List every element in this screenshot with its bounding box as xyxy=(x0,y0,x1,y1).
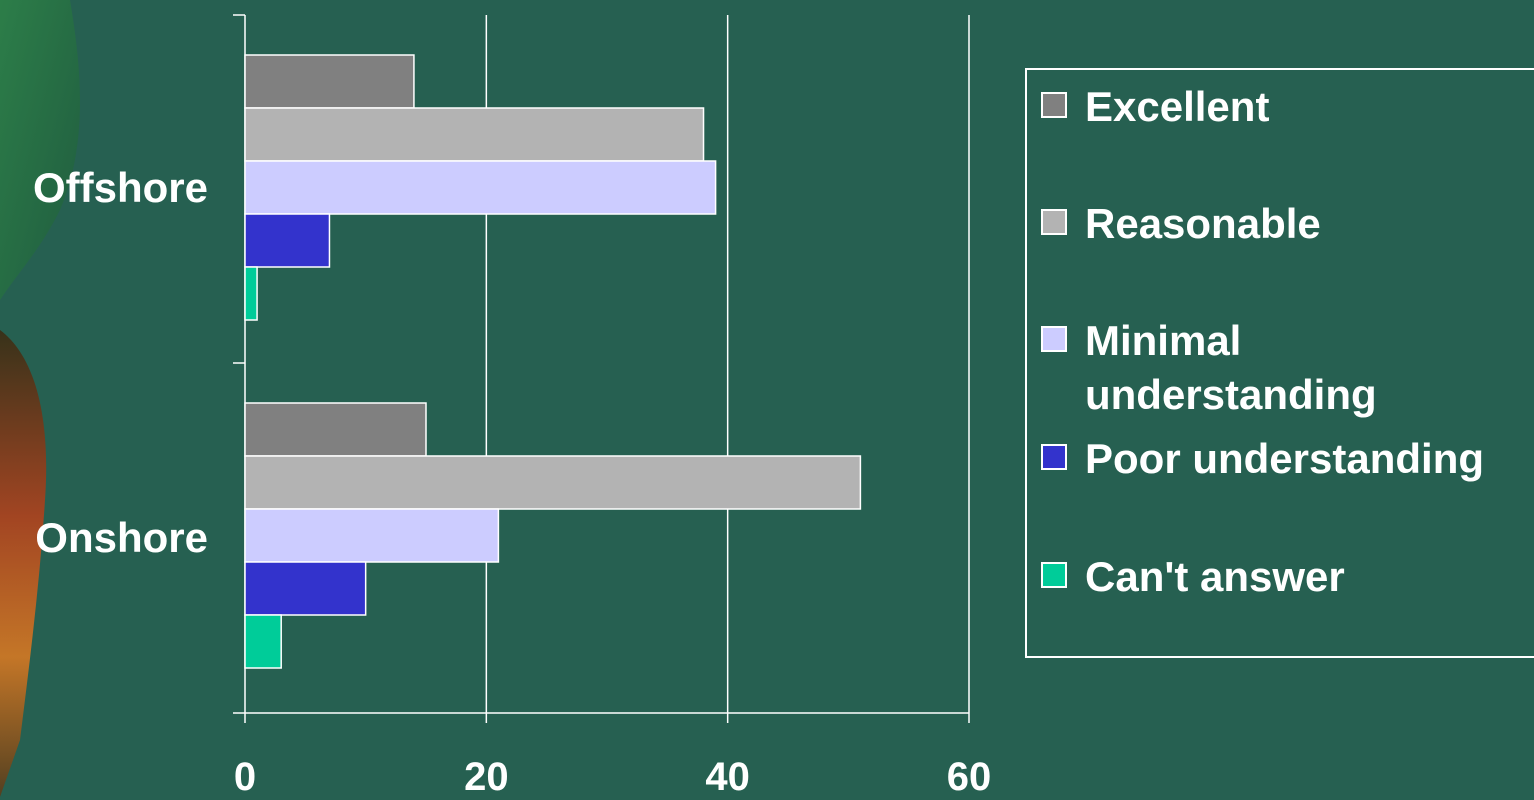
bar-onshore-poor-understanding xyxy=(244,561,367,616)
legend-label-minimal-understanding: Minimal understanding xyxy=(1085,317,1377,418)
legend-label-excellent: Excellent xyxy=(1085,83,1270,130)
decorative-background-art xyxy=(0,0,80,797)
category-label-offshore: Offshore xyxy=(32,164,208,211)
x-tick-label-60: 60 xyxy=(946,755,992,799)
chart-legend: Excellent Reasonable Minimal understanding… xyxy=(1025,68,1534,658)
bar-offshore-minimal-understanding xyxy=(244,160,717,215)
bar-offshore-reasonable xyxy=(244,107,705,162)
legend-label-can-t-answer: Can't answer xyxy=(1085,553,1345,600)
bar-offshore-excellent xyxy=(244,54,415,109)
legend-label-reasonable: Reasonable xyxy=(1085,200,1321,247)
bar-onshore-can-t-answer xyxy=(244,614,282,669)
legend-swatch-minimal-understanding xyxy=(1041,326,1067,352)
bar-offshore-poor-understanding xyxy=(244,213,331,268)
x-tick-label-20: 20 xyxy=(464,755,509,799)
legend-swatch-excellent xyxy=(1041,92,1067,118)
bar-onshore-reasonable xyxy=(244,455,862,510)
x-tick-label-0: 0 xyxy=(233,755,257,799)
bar-onshore-minimal-understanding xyxy=(244,508,500,563)
category-label-onshore: Onshore xyxy=(35,514,208,561)
legend-swatch-reasonable xyxy=(1041,209,1067,235)
x-tick-label-40: 40 xyxy=(705,755,750,799)
legend-swatch-poor-understanding xyxy=(1041,444,1067,470)
legend-swatch-can-t-answer xyxy=(1041,562,1067,588)
bar-offshore-can-t-answer xyxy=(244,266,258,321)
legend-label-poor-understanding: Poor understanding xyxy=(1085,435,1484,482)
bar-onshore-excellent xyxy=(244,402,427,457)
